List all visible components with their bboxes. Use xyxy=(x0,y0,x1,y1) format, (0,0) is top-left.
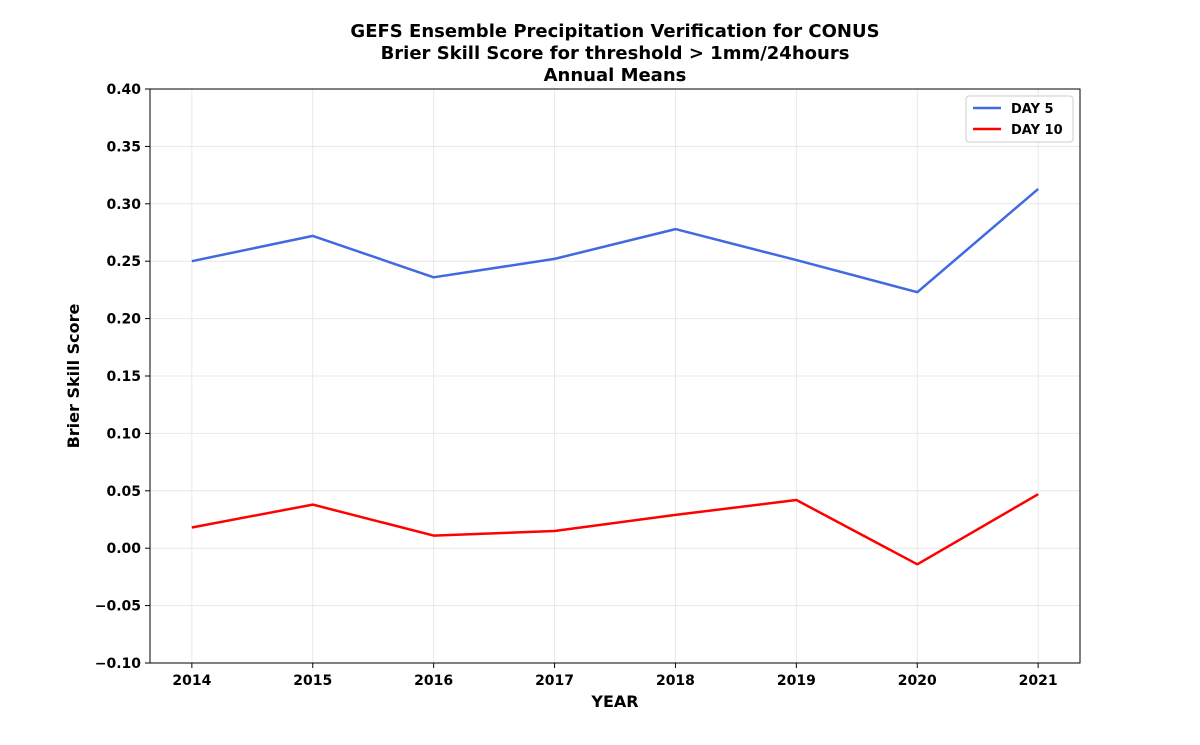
x-tick-label: 2014 xyxy=(172,673,211,689)
x-tick-label: 2019 xyxy=(777,673,816,689)
y-tick-label: 0.15 xyxy=(106,369,141,385)
series-lines xyxy=(191,187,1040,566)
legend-label-day-10: DAY 10 xyxy=(1011,123,1063,138)
y-tick-label: 0.05 xyxy=(106,484,141,500)
chart-title-line-3: Annual Means xyxy=(544,65,687,86)
x-tick-label: 2018 xyxy=(656,673,695,689)
x-tick-label: 2017 xyxy=(535,673,574,689)
y-tick-label: 0.10 xyxy=(106,426,141,442)
x-tick-label: 2015 xyxy=(293,673,332,689)
x-tick-label: 2020 xyxy=(898,673,937,689)
grid xyxy=(150,88,1080,664)
x-axis-ticks: 2014 2015 2016 2017 2018 2019 2020 2021 xyxy=(172,663,1058,689)
y-axis-label: Brier Skill Score xyxy=(64,303,83,448)
y-tick-label: 0.35 xyxy=(106,139,141,155)
chart-title: GEFS Ensemble Precipitation Verification… xyxy=(350,21,879,86)
y-tick-label: −0.05 xyxy=(95,599,141,615)
legend-label-day-5: DAY 5 xyxy=(1011,102,1054,117)
x-axis-label: YEAR xyxy=(590,692,638,711)
x-tick-label: 2021 xyxy=(1019,673,1058,689)
y-tick-label: 0.00 xyxy=(106,541,141,557)
x-tick-label: 2016 xyxy=(414,673,453,689)
y-axis-ticks: −0.10 −0.05 0.00 0.05 0.10 0.15 0.20 0.25 0.30 0.… xyxy=(95,82,150,672)
chart-title-line-2: Brier Skill Score for threshold > 1mm/24… xyxy=(381,43,850,64)
y-tick-label: 0.30 xyxy=(106,197,141,213)
y-tick-label: 0.40 xyxy=(106,82,141,98)
chart-title-line-1: GEFS Ensemble Precipitation Verification… xyxy=(350,21,879,42)
series-line-day-5 xyxy=(191,187,1040,294)
y-tick-label: 0.25 xyxy=(106,254,141,270)
series-line-day-10 xyxy=(191,493,1039,566)
y-tick-label: 0.20 xyxy=(106,312,141,328)
legend: DAY 5 DAY 10 xyxy=(965,95,1074,143)
y-tick-label: −0.10 xyxy=(95,656,142,672)
